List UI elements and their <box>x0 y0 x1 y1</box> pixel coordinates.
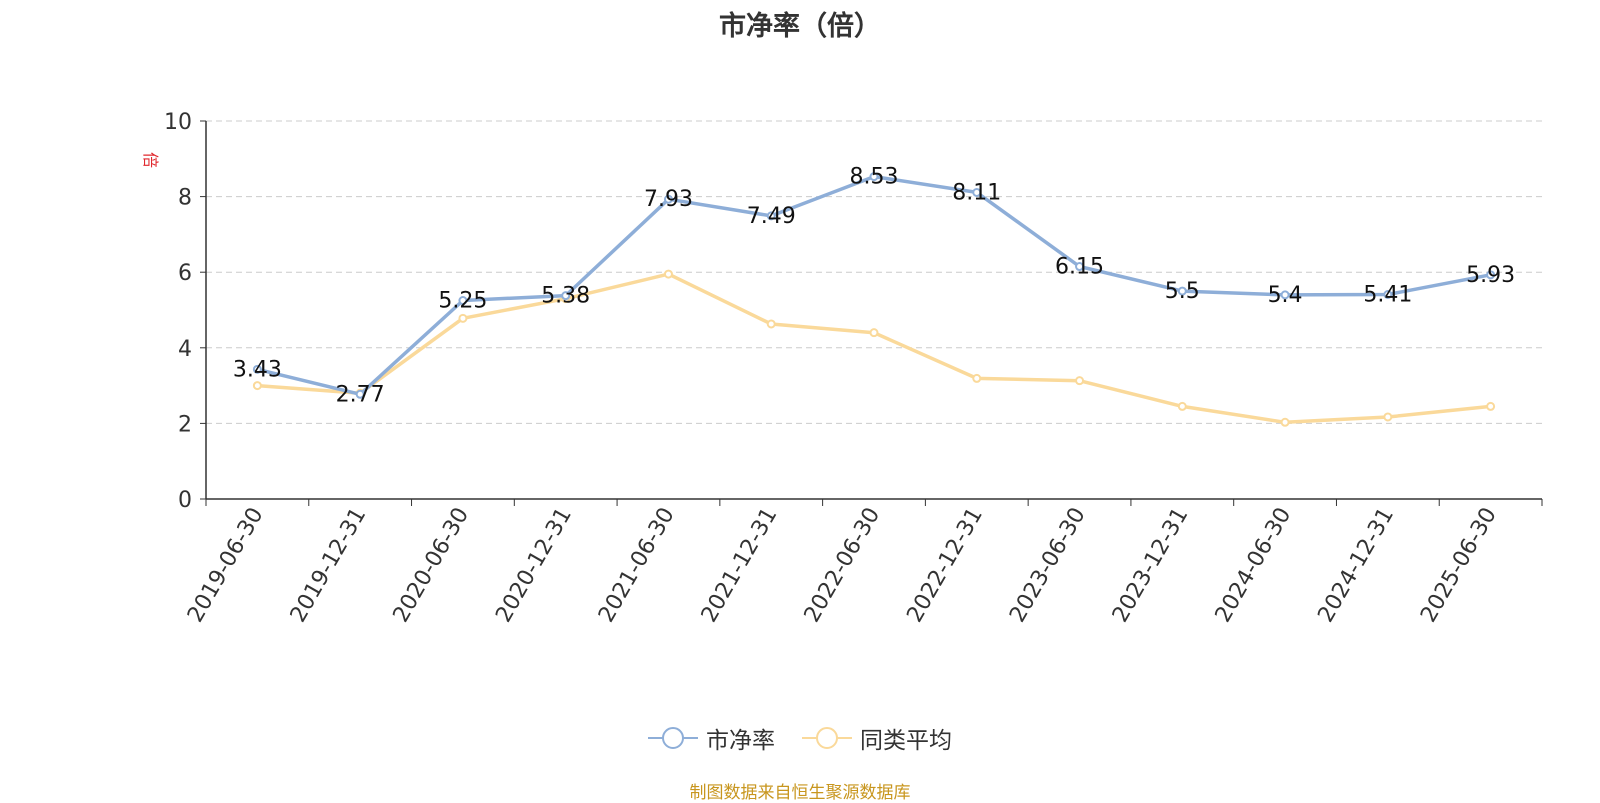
x-tick-label: 2022-12-31 <box>902 504 988 627</box>
data-point <box>355 389 365 399</box>
data-label: 5.41 <box>1363 283 1412 308</box>
data-point <box>1177 286 1187 296</box>
data-point <box>1075 376 1085 386</box>
data-source-note: 制图数据来自恒生聚源数据库 <box>689 783 911 803</box>
data-label: 5.93 <box>1466 263 1515 288</box>
data-point <box>458 296 468 306</box>
x-tick-label: 2019-12-31 <box>286 504 372 627</box>
data-label: 6.15 <box>1055 255 1104 280</box>
data-point <box>766 319 776 329</box>
x-tick-label: 2021-06-30 <box>594 504 680 627</box>
y-tick-label: 8 <box>178 186 192 211</box>
data-point <box>766 211 776 221</box>
x-tick-label: 2021-12-31 <box>697 504 783 627</box>
data-point <box>1486 401 1496 411</box>
legend-swatch-peer-average <box>802 727 852 749</box>
data-point <box>1280 417 1290 427</box>
data-label: 5.38 <box>541 284 590 309</box>
y-tick-label: 6 <box>178 261 192 286</box>
data-point <box>1177 401 1187 411</box>
legend-swatch-pb <box>648 727 698 749</box>
chart-title: 市净率（倍） <box>719 11 881 42</box>
y-axis-unit-label: 倍 <box>141 152 160 168</box>
data-label: 8.53 <box>850 165 899 190</box>
series-lines <box>252 172 1496 427</box>
y-tick-label: 2 <box>178 412 192 437</box>
grid-lines <box>206 120 1542 424</box>
data-label: 2.77 <box>336 382 385 407</box>
data-label: 5.25 <box>438 289 487 314</box>
x-tick-label: 2024-12-31 <box>1313 504 1399 627</box>
data-point <box>869 172 879 182</box>
legend-label-peer-average: 同类平均 <box>860 728 952 754</box>
data-point <box>1075 262 1085 272</box>
legend-label-pb: 市净率 <box>706 728 775 754</box>
data-point <box>1280 290 1290 300</box>
data-point <box>1383 412 1393 422</box>
x-tick-label: 2025-06-30 <box>1416 504 1502 627</box>
data-point <box>972 187 982 197</box>
x-tick-label: 2020-06-30 <box>389 504 475 627</box>
data-point <box>663 269 673 279</box>
y-tick-label: 0 <box>178 488 192 513</box>
data-point <box>1383 290 1393 300</box>
data-point <box>663 194 673 204</box>
data-point <box>972 373 982 383</box>
data-point <box>458 313 468 323</box>
data-point <box>1486 270 1496 280</box>
data-label: 8.11 <box>952 180 1001 205</box>
x-tick-label: 2019-06-30 <box>183 504 269 627</box>
x-tick-label: 2020-12-31 <box>491 504 577 627</box>
data-label: 7.49 <box>747 204 796 229</box>
x-tick-label: 2023-12-31 <box>1108 504 1194 627</box>
data-label: 5.4 <box>1268 283 1303 308</box>
data-label: 5.5 <box>1165 279 1200 304</box>
legend-item-peer-average[interactable]: 同类平均 <box>802 722 952 754</box>
data-point <box>561 291 571 301</box>
data-point <box>252 381 262 391</box>
series-line-0 <box>255 174 1493 397</box>
data-labels: 3.43 2.77 5.25 5.38 7.93 7.49 8.53 8.11 6.15 5.5 5… <box>233 165 1515 408</box>
data-label: 7.93 <box>644 187 693 212</box>
y-tick-label: 10 <box>164 110 192 135</box>
x-tick-label: 2022-06-30 <box>800 504 886 627</box>
legend-item-pb[interactable]: 市净率 <box>648 722 775 754</box>
data-point <box>252 364 262 374</box>
x-tick-label: 2023-06-30 <box>1005 504 1091 627</box>
x-tick-label: 2024-06-30 <box>1211 504 1297 627</box>
y-tick-label: 4 <box>178 337 192 362</box>
data-point <box>869 328 879 338</box>
data-label: 3.43 <box>233 357 282 382</box>
